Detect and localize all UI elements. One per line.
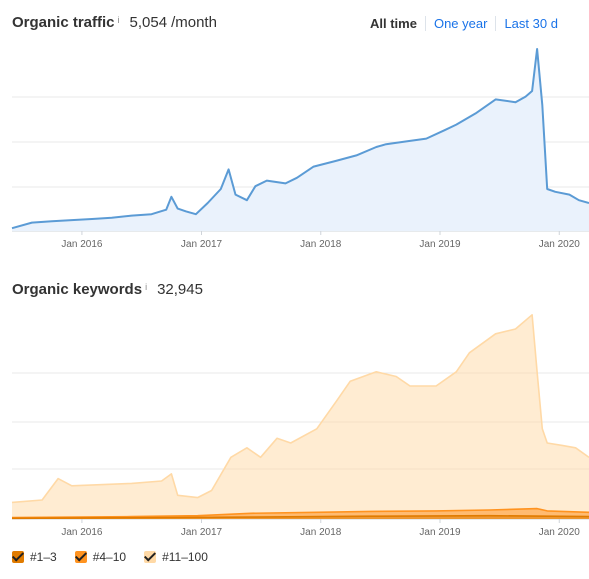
traffic-x-tick-label: Jan 2016 bbox=[61, 239, 103, 250]
tab-last-30-days[interactable]: Last 30 d bbox=[495, 16, 558, 31]
keywords-line-1 bbox=[11, 507, 589, 519]
legend-item-top3[interactable]: #1–3 bbox=[12, 550, 57, 564]
keywords-legend: #1–3 #4–10 #11–100 bbox=[12, 550, 226, 564]
traffic-chart: Jan 2016 Jan 2017 Jan 2018 Jan 2019 Jan 2020 bbox=[11, 48, 589, 250]
traffic-title: Organic traffic bbox=[12, 14, 115, 31]
keywords-x-tick-label: Jan 2019 bbox=[419, 527, 461, 538]
legend-item-top100[interactable]: #11–100 bbox=[144, 550, 208, 564]
keywords-x-tick-label: Jan 2017 bbox=[181, 527, 223, 538]
legend-label-top100: #11–100 bbox=[162, 550, 208, 564]
keywords-x-tick-label: Jan 2018 bbox=[300, 527, 342, 538]
traffic-header: Organic traffic i 5,054 /month bbox=[12, 14, 217, 31]
traffic-area-0 bbox=[12, 49, 589, 231]
tab-all-time[interactable]: All time bbox=[370, 16, 417, 31]
time-range-tabs: All time One year Last 30 d bbox=[362, 16, 558, 31]
tab-one-year[interactable]: One year bbox=[424, 16, 495, 31]
checkbox-top3[interactable] bbox=[12, 551, 24, 563]
keywords-line-0 bbox=[11, 314, 589, 504]
keywords-title: Organic keywords bbox=[12, 281, 143, 298]
traffic-x-tick-label: Jan 2020 bbox=[539, 239, 581, 250]
traffic-x-tick-label: Jan 2018 bbox=[300, 239, 342, 250]
traffic-value: 5,054 bbox=[129, 14, 168, 31]
keywords-info-icon[interactable]: i bbox=[145, 282, 148, 292]
traffic-line-0 bbox=[11, 48, 589, 230]
keywords-x-tick-label: Jan 2020 bbox=[539, 527, 581, 538]
keywords-line-2 bbox=[11, 514, 589, 520]
traffic-x-tick-label: Jan 2017 bbox=[181, 239, 223, 250]
checkbox-top10[interactable] bbox=[74, 551, 87, 563]
legend-item-top10[interactable]: #4–10 bbox=[74, 550, 127, 564]
checkbox-top100[interactable] bbox=[144, 551, 157, 563]
keywords-x-tick-label: Jan 2016 bbox=[61, 527, 103, 538]
traffic-unit: /month bbox=[171, 14, 217, 31]
keywords-value: 32,945 bbox=[157, 281, 203, 298]
traffic-info-icon[interactable]: i bbox=[117, 15, 120, 25]
legend-label-top10: #4–10 bbox=[92, 550, 127, 564]
keywords-chart: Jan 2016 Jan 2017 Jan 2018 Jan 2019 Jan 2020 bbox=[11, 314, 589, 538]
keywords-header: Organic keywords i 32,945 bbox=[12, 281, 203, 298]
traffic-x-tick-label: Jan 2019 bbox=[419, 239, 461, 250]
keywords-area-0 bbox=[12, 314, 589, 519]
legend-label-top3: #1–3 bbox=[30, 550, 57, 564]
